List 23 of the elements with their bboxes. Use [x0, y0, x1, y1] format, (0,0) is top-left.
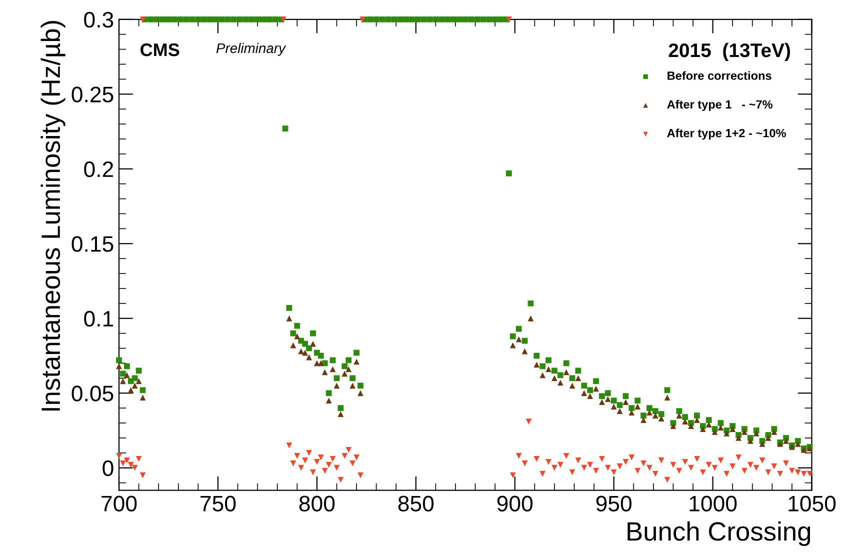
- x-tick-label: 900: [497, 496, 533, 512]
- x-tick-label: 750: [200, 496, 236, 512]
- annotation: CMS: [140, 43, 180, 56]
- x-tick-label: 1050: [788, 496, 836, 512]
- x-axis-title: Bunch Crossing: [628, 521, 810, 546]
- y-tick-label: 0.3: [84, 12, 114, 28]
- y-tick-label: 0.15: [72, 236, 114, 252]
- y-tick-label: 0.05: [72, 386, 114, 402]
- y-tick-label: 0.1: [84, 310, 114, 327]
- x-tick-label: 950: [596, 496, 632, 512]
- x-tick-label: 700: [102, 496, 137, 512]
- x-tick-label: 850: [398, 496, 434, 512]
- x-tick-label: 800: [299, 496, 335, 512]
- annotation: 2015 (13TeV): [668, 42, 790, 62]
- y-tick-label: 0.2: [84, 161, 114, 178]
- y-tick-label: 0: [102, 460, 114, 476]
- y-tick-label: 0.25: [72, 86, 114, 102]
- x-tick-label: 1000: [690, 496, 737, 512]
- legend-label: After type 1+2 - ~10%: [667, 128, 786, 140]
- legend-label: After type 1 - ~7%: [667, 100, 772, 111]
- legend-label: Before corrections: [668, 71, 772, 80]
- y-axis-title: Instantaneous Luminosity (Hz/µb): [40, 21, 66, 411]
- annotation: Preliminary: [216, 42, 286, 56]
